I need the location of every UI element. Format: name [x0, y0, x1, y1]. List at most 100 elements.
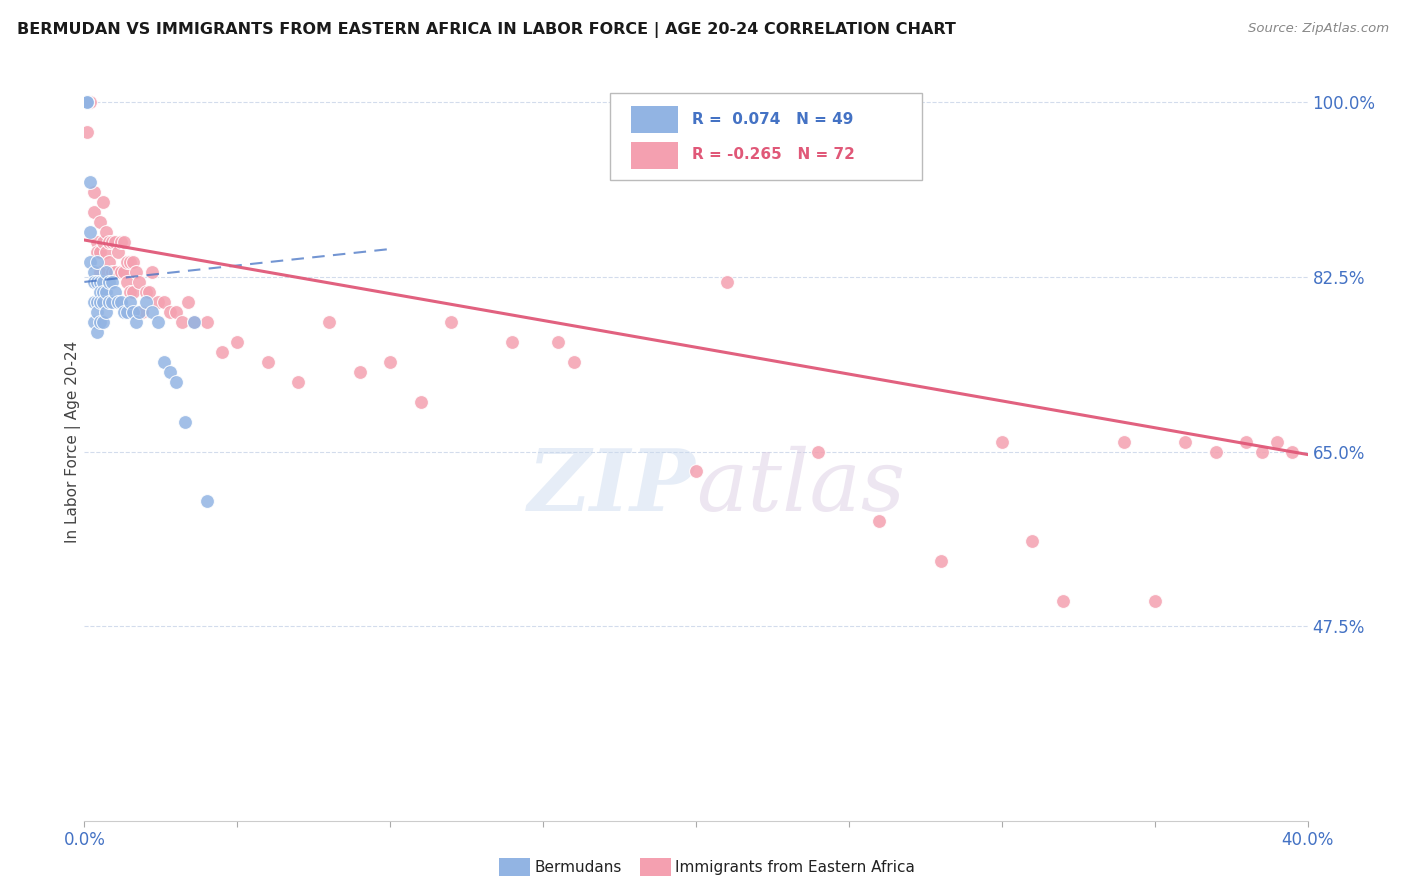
- Point: [86, 235, 108, 249]
- Point: [380, 355, 402, 369]
- Point: [115, 275, 138, 289]
- Point: [153, 294, 176, 309]
- Point: [107, 294, 129, 309]
- Point: [183, 315, 205, 329]
- Point: [120, 255, 142, 269]
- Point: [86, 275, 108, 289]
- Point: [1143, 594, 1166, 608]
- Point: [211, 344, 233, 359]
- Point: [76, 95, 98, 110]
- Point: [89, 244, 111, 259]
- Point: [76, 95, 98, 110]
- Point: [1021, 534, 1043, 549]
- Point: [177, 294, 200, 309]
- Text: R =  0.074   N = 49: R = 0.074 N = 49: [692, 112, 853, 127]
- Point: [226, 334, 249, 349]
- Point: [101, 275, 124, 289]
- Point: [1052, 594, 1074, 608]
- Point: [94, 305, 117, 319]
- Point: [97, 275, 120, 289]
- Point: [91, 315, 114, 329]
- Point: [110, 265, 132, 279]
- Point: [79, 225, 101, 239]
- Point: [89, 285, 111, 299]
- Point: [349, 365, 371, 379]
- Point: [89, 315, 111, 329]
- Y-axis label: In Labor Force | Age 20-24: In Labor Force | Age 20-24: [65, 341, 82, 542]
- Point: [159, 365, 181, 379]
- Point: [122, 305, 145, 319]
- Point: [122, 285, 145, 299]
- Point: [97, 255, 120, 269]
- Point: [1281, 444, 1303, 458]
- Point: [104, 235, 127, 249]
- Point: [120, 285, 142, 299]
- Point: [101, 265, 124, 279]
- Point: [174, 415, 197, 429]
- Point: [110, 235, 132, 249]
- Point: [97, 235, 120, 249]
- Point: [120, 294, 142, 309]
- Point: [159, 305, 181, 319]
- Point: [76, 95, 98, 110]
- Point: [91, 294, 114, 309]
- Point: [125, 265, 148, 279]
- Point: [86, 305, 108, 319]
- Point: [153, 355, 176, 369]
- Point: [79, 95, 101, 110]
- Text: R = -0.265   N = 72: R = -0.265 N = 72: [692, 147, 855, 162]
- Point: [562, 355, 585, 369]
- Text: BERMUDAN VS IMMIGRANTS FROM EASTERN AFRICA IN LABOR FORCE | AGE 20-24 CORRELATIO: BERMUDAN VS IMMIGRANTS FROM EASTERN AFRI…: [17, 22, 956, 38]
- Point: [83, 265, 105, 279]
- Point: [146, 294, 169, 309]
- Point: [91, 275, 114, 289]
- Point: [101, 294, 124, 309]
- Point: [440, 315, 463, 329]
- Text: atlas: atlas: [696, 446, 905, 528]
- Point: [125, 315, 148, 329]
- Point: [138, 285, 160, 299]
- Point: [94, 265, 117, 279]
- Point: [502, 334, 524, 349]
- Point: [1236, 434, 1258, 449]
- Point: [257, 355, 280, 369]
- Text: Immigrants from Eastern Africa: Immigrants from Eastern Africa: [675, 861, 915, 875]
- Point: [110, 294, 132, 309]
- Bar: [631, 142, 678, 169]
- Point: [86, 244, 108, 259]
- Point: [79, 175, 101, 189]
- Point: [135, 294, 157, 309]
- Point: [1174, 434, 1197, 449]
- Point: [76, 125, 98, 139]
- Point: [146, 315, 169, 329]
- Point: [128, 275, 150, 289]
- Point: [929, 554, 952, 568]
- Point: [94, 244, 117, 259]
- Point: [83, 275, 105, 289]
- Point: [83, 315, 105, 329]
- Point: [101, 235, 124, 249]
- Point: [86, 294, 108, 309]
- Point: [83, 294, 105, 309]
- Point: [91, 235, 114, 249]
- Point: [318, 315, 340, 329]
- Text: Bermudans: Bermudans: [534, 861, 621, 875]
- Point: [112, 265, 135, 279]
- Point: [91, 285, 114, 299]
- Point: [94, 285, 117, 299]
- Point: [869, 514, 891, 528]
- Text: Source: ZipAtlas.com: Source: ZipAtlas.com: [1249, 22, 1389, 36]
- Point: [409, 394, 432, 409]
- Point: [115, 255, 138, 269]
- Point: [165, 375, 187, 389]
- Point: [83, 185, 105, 199]
- Point: [122, 255, 145, 269]
- Point: [112, 235, 135, 249]
- Point: [115, 305, 138, 319]
- Point: [183, 315, 205, 329]
- Point: [107, 244, 129, 259]
- Point: [104, 265, 127, 279]
- Text: ZIP: ZIP: [529, 445, 696, 529]
- Point: [89, 215, 111, 229]
- Point: [685, 465, 707, 479]
